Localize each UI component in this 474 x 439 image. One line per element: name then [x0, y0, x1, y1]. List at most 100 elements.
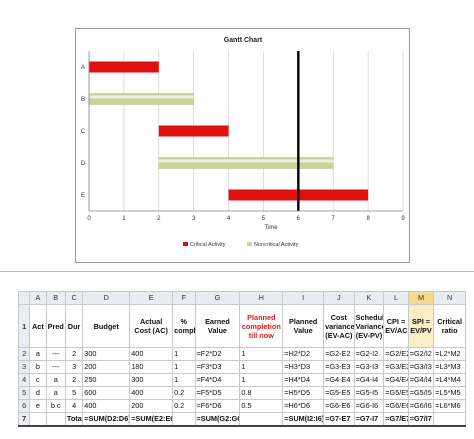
table-cell[interactable]: =L2*M2 — [433, 347, 466, 361]
header-cell[interactable]: Planned completion till now — [239, 304, 284, 348]
table-cell[interactable]: =G4-E4 — [323, 373, 355, 387]
table-cell[interactable]: b c — [45, 399, 66, 413]
table-cell[interactable]: 0.2 — [172, 386, 196, 400]
header-cell[interactable]: Pred — [45, 304, 66, 348]
header-cell[interactable]: Earned Value — [194, 304, 241, 348]
table-cell[interactable]: =G5/I5 — [407, 386, 435, 400]
table-cell[interactable]: =G6-E6 — [323, 399, 355, 413]
table-cell[interactable]: =G5-E5 — [323, 386, 355, 400]
table-cell[interactable]: =F3*D3 — [194, 360, 241, 374]
table-cell[interactable]: =G5/E5 — [383, 386, 409, 400]
header-cell[interactable]: CPI = EV/AC — [383, 304, 409, 348]
table-cell[interactable]: =G5-I5 — [353, 386, 385, 400]
row-number[interactable]: 1 — [17, 304, 31, 348]
header-cell[interactable]: SPI = EV/PV — [407, 304, 435, 348]
table-cell[interactable]: =G2-E2 — [323, 347, 355, 361]
table-cell[interactable]: =G2/E2 — [383, 347, 409, 361]
table-cell[interactable] — [29, 412, 47, 427]
table-cell[interactable]: 0.2 — [172, 399, 196, 413]
select-all-corner[interactable] — [17, 291, 31, 305]
column-header-a[interactable]: A — [29, 291, 47, 305]
table-cell[interactable]: =H6*D6 — [282, 399, 325, 413]
table-cell[interactable]: =G4-I4 — [353, 373, 385, 387]
column-header-i[interactable]: I — [282, 291, 325, 305]
table-cell[interactable]: c — [29, 373, 47, 387]
column-header-e[interactable]: E — [129, 291, 174, 305]
table-cell[interactable]: =G3-I3 — [353, 360, 385, 374]
table-cell[interactable]: --- — [45, 360, 66, 374]
table-cell[interactable]: =G4/I4 — [407, 373, 435, 387]
table-cell[interactable]: b — [29, 360, 47, 374]
table-cell[interactable]: a — [45, 373, 66, 387]
table-cell[interactable] — [433, 412, 466, 427]
column-header-n[interactable]: N — [433, 291, 466, 305]
column-header-l[interactable]: L — [383, 291, 409, 305]
table-cell[interactable]: =L6*M6 — [433, 399, 466, 413]
table-cell[interactable]: 5 — [64, 386, 84, 400]
table-cell[interactable]: 2 — [64, 347, 84, 361]
header-cell[interactable]: Act — [29, 304, 47, 348]
table-cell[interactable]: =L5*M5 — [433, 386, 466, 400]
table-cell[interactable]: 400 — [129, 347, 174, 361]
table-cell[interactable]: =F6*D6 — [194, 399, 241, 413]
column-header-b[interactable]: B — [45, 291, 66, 305]
total-spi-cell[interactable]: =G7/I7 — [407, 412, 435, 427]
table-cell[interactable]: 3 — [64, 360, 84, 374]
table-cell[interactable]: 400 — [82, 399, 131, 413]
table-cell[interactable]: 1 — [239, 347, 284, 361]
column-header-h[interactable]: H — [239, 291, 284, 305]
table-cell[interactable]: =L4*M4 — [433, 373, 466, 387]
column-header-k[interactable]: K — [353, 291, 385, 305]
header-cell[interactable]: Cost variance (EV-AC) — [323, 304, 355, 348]
table-cell[interactable]: =H5*D5 — [282, 386, 325, 400]
table-cell[interactable]: =F5*D5 — [194, 386, 241, 400]
header-cell[interactable]: Dur — [64, 304, 84, 348]
table-cell[interactable]: =H2*D2 — [282, 347, 325, 361]
table-cell[interactable]: =G2-I2 — [353, 347, 385, 361]
table-cell[interactable]: 300 — [129, 373, 174, 387]
row-number[interactable]: 2 — [17, 347, 31, 361]
table-cell[interactable]: e — [29, 399, 47, 413]
table-cell[interactable]: 200 — [82, 360, 131, 374]
column-header-j[interactable]: J — [323, 291, 355, 305]
header-cell[interactable]: Actual Cost (AC) — [129, 304, 174, 348]
table-cell[interactable]: =G3/I3 — [407, 360, 435, 374]
table-cell[interactable]: =G4/E4 — [383, 373, 409, 387]
column-header-m[interactable]: M — [407, 291, 435, 305]
header-cell[interactable]: Budget — [82, 304, 131, 348]
total-pv-cell[interactable]: =SUM(I2:I6) — [282, 412, 325, 427]
table-cell[interactable]: 1 — [172, 347, 196, 361]
table-cell[interactable] — [172, 412, 196, 427]
table-cell[interactable]: =H3*D3 — [282, 360, 325, 374]
table-cell[interactable]: =F2*D2 — [194, 347, 241, 361]
column-header-c[interactable]: C — [64, 291, 84, 305]
table-cell[interactable]: 180 — [129, 360, 174, 374]
row-number[interactable]: 5 — [17, 386, 31, 400]
total-cpi-cell[interactable]: =G7/E7 — [383, 412, 409, 427]
table-cell[interactable]: d — [29, 386, 47, 400]
table-cell[interactable]: 400 — [129, 386, 174, 400]
table-cell[interactable]: --- — [45, 347, 66, 361]
table-cell[interactable] — [239, 412, 284, 427]
table-cell[interactable]: a — [29, 347, 47, 361]
header-cell[interactable]: Schedule Variance (EV-PV) — [353, 304, 385, 348]
table-cell[interactable]: =F4*D4 — [194, 373, 241, 387]
table-cell[interactable]: 1 — [239, 360, 284, 374]
row-number[interactable]: 6 — [17, 399, 31, 413]
table-cell[interactable]: =G6/I6 — [407, 399, 435, 413]
table-cell[interactable]: =G6/E6 — [383, 399, 409, 413]
total-ev-cell[interactable]: =SUM(G2:G6) — [194, 412, 241, 427]
column-header-f[interactable]: F — [172, 291, 196, 305]
row-number[interactable]: 7 — [17, 412, 31, 427]
table-cell[interactable]: =L3*M3 — [433, 360, 466, 374]
total-label[interactable]: Total — [64, 412, 84, 427]
column-header-g[interactable]: G — [194, 291, 241, 305]
table-cell[interactable]: 200 — [129, 399, 174, 413]
row-number[interactable]: 3 — [17, 360, 31, 374]
table-cell[interactable]: =G2/I2 — [407, 347, 435, 361]
table-cell[interactable]: 1 — [172, 360, 196, 374]
table-cell[interactable]: 600 — [82, 386, 131, 400]
row-number[interactable]: 4 — [17, 373, 31, 387]
table-cell[interactable]: 0.5 — [239, 399, 284, 413]
table-cell[interactable]: 1 — [239, 373, 284, 387]
